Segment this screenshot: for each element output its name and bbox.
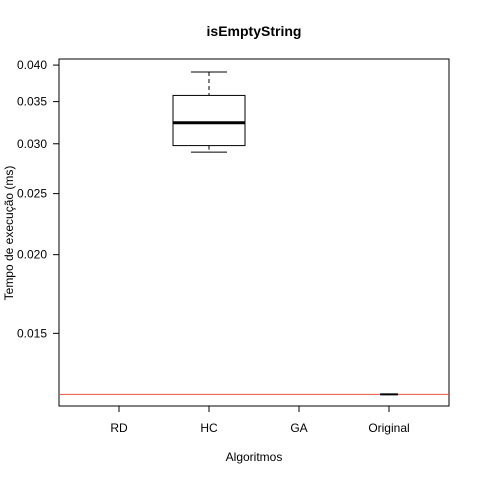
y-tick-label: 0.035	[17, 95, 47, 109]
plot-frame	[58, 58, 450, 407]
x-tick-label: Original	[368, 421, 409, 435]
x-tick-label: RD	[110, 421, 128, 435]
original-marker	[380, 393, 398, 396]
chart-marks	[59, 71, 449, 396]
x-axis: RD HC GA Original	[110, 406, 410, 435]
x-tick-label: GA	[290, 421, 307, 435]
y-axis-label: Tempo de execução (ms)	[2, 166, 16, 301]
box-body	[172, 94, 246, 147]
y-tick-label: 0.020	[17, 248, 47, 262]
y-tick-label: 0.030	[17, 137, 47, 151]
x-axis-label: Algoritmos	[226, 450, 283, 464]
y-tick-label: 0.025	[17, 187, 47, 201]
x-tick-label: HC	[200, 421, 218, 435]
box-hc	[172, 71, 246, 153]
y-tick-label: 0.040	[17, 58, 47, 72]
chart-title: isEmptyString	[207, 23, 302, 39]
y-axis: 0.015 0.020 0.025 0.030 0.035 0.040	[17, 58, 59, 340]
y-tick-label: 0.015	[17, 326, 47, 340]
